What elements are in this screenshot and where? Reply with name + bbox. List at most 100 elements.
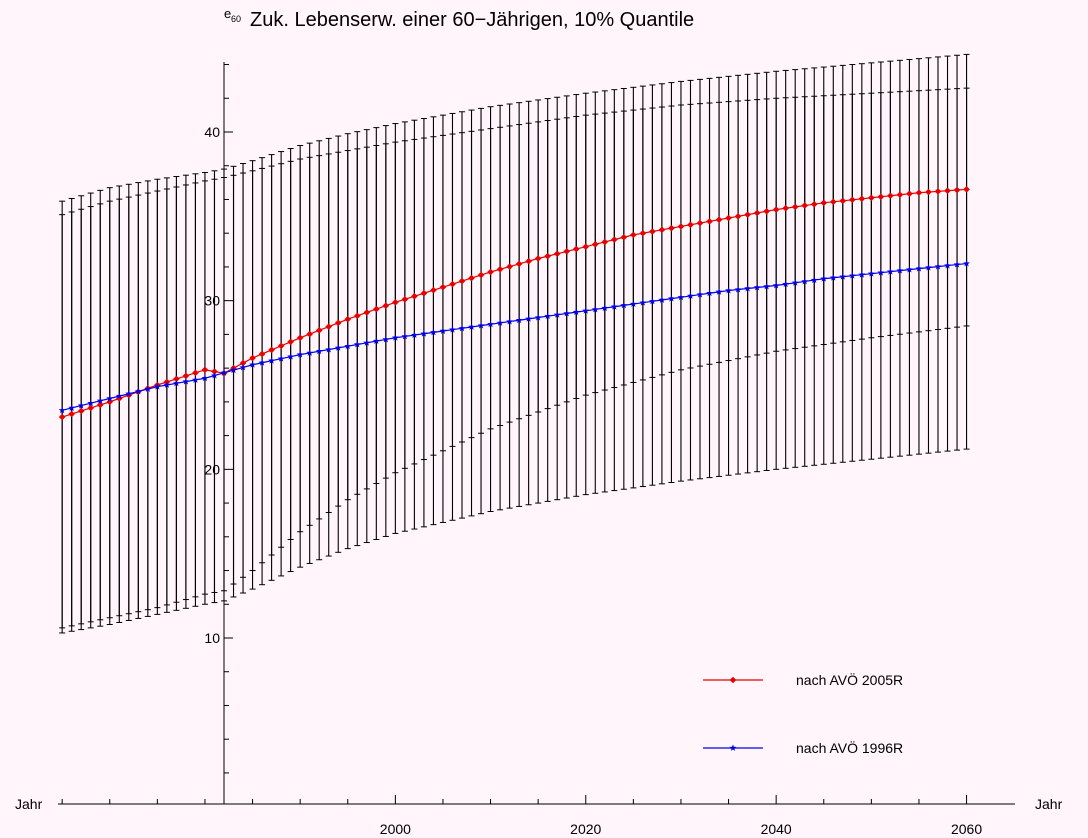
data-point xyxy=(506,263,513,270)
data-point xyxy=(696,219,704,227)
data-point xyxy=(382,335,390,343)
data-point xyxy=(277,355,285,362)
data-point xyxy=(706,289,713,297)
data-point xyxy=(963,186,970,193)
data-point xyxy=(620,233,628,241)
data-point xyxy=(725,214,732,222)
data-point xyxy=(239,363,247,371)
data-point xyxy=(801,277,809,285)
data-point xyxy=(896,267,904,274)
data-point xyxy=(525,257,532,265)
data-point xyxy=(715,288,723,295)
data-point xyxy=(372,337,380,345)
data-point xyxy=(734,213,742,220)
data-point xyxy=(96,397,104,404)
data-point xyxy=(268,357,276,364)
data-point xyxy=(344,342,352,350)
series-lines xyxy=(58,186,970,421)
data-point xyxy=(458,277,466,285)
data-point xyxy=(182,372,190,380)
legend-marker-1 xyxy=(729,744,737,751)
data-point xyxy=(449,326,456,333)
data-point xyxy=(344,315,352,323)
data-point xyxy=(858,195,866,203)
data-point xyxy=(353,312,361,320)
data-point xyxy=(553,311,561,318)
data-point xyxy=(753,209,761,217)
data-point xyxy=(887,192,894,200)
data-point xyxy=(544,312,552,320)
data-point xyxy=(782,204,789,212)
data-point xyxy=(115,392,123,400)
data-point xyxy=(173,375,180,383)
data-point xyxy=(849,196,856,204)
data-point xyxy=(382,302,390,310)
x-axis-label-right: Jahr xyxy=(1035,796,1063,812)
data-point xyxy=(963,259,970,267)
data-point xyxy=(420,330,428,337)
data-point xyxy=(296,351,304,358)
data-point xyxy=(763,207,770,215)
x-tick-label: 2060 xyxy=(951,821,982,837)
y-axis-label-subscript: 60 xyxy=(231,14,241,24)
data-point xyxy=(353,340,361,348)
data-point xyxy=(192,369,199,377)
data-point xyxy=(58,406,66,414)
data-point xyxy=(411,292,418,300)
data-point xyxy=(829,198,837,206)
data-point xyxy=(906,266,913,273)
data-point xyxy=(620,301,628,309)
data-point xyxy=(829,274,837,281)
data-point xyxy=(582,307,590,314)
data-point xyxy=(458,324,466,332)
data-point xyxy=(639,229,647,237)
data-point xyxy=(544,252,551,260)
data-point xyxy=(496,319,504,326)
data-point xyxy=(211,371,218,379)
data-point xyxy=(363,339,371,346)
data-point xyxy=(820,275,828,282)
data-point xyxy=(439,283,447,291)
data-point xyxy=(725,286,732,294)
data-point xyxy=(668,295,675,302)
data-point xyxy=(525,315,533,322)
data-point xyxy=(58,413,66,421)
data-point xyxy=(953,260,961,268)
data-point xyxy=(172,379,180,387)
data-point xyxy=(477,271,485,279)
data-point xyxy=(487,320,494,328)
data-point xyxy=(611,236,618,243)
data-point xyxy=(801,202,809,209)
data-point xyxy=(734,285,742,293)
data-point xyxy=(706,218,713,225)
data-point xyxy=(192,376,199,383)
error-bars xyxy=(59,53,970,634)
data-point xyxy=(439,327,447,334)
data-point xyxy=(401,332,409,340)
data-point xyxy=(906,190,913,198)
data-point xyxy=(744,284,752,292)
data-point xyxy=(810,200,818,208)
data-point xyxy=(468,274,475,282)
data-point xyxy=(249,354,256,362)
x-tick-label: 2040 xyxy=(761,821,792,837)
data-point xyxy=(944,261,951,269)
data-point xyxy=(515,316,523,324)
data-point xyxy=(572,308,580,316)
data-point xyxy=(220,369,228,376)
data-point xyxy=(334,319,342,327)
data-point xyxy=(477,322,485,329)
data-point xyxy=(515,260,523,268)
data-point xyxy=(810,276,818,283)
data-point xyxy=(649,228,656,235)
legend: nach AVÖ 2005R nach AVÖ 1996R xyxy=(703,671,903,756)
data-point xyxy=(677,223,685,230)
data-point xyxy=(401,296,409,303)
axes: 2000 2020 2040 2060 10 20 30 40 xyxy=(58,62,1015,837)
data-point xyxy=(629,300,637,307)
data-point xyxy=(258,359,266,366)
data-point xyxy=(553,250,561,258)
data-point xyxy=(315,347,323,355)
data-point xyxy=(925,188,932,196)
